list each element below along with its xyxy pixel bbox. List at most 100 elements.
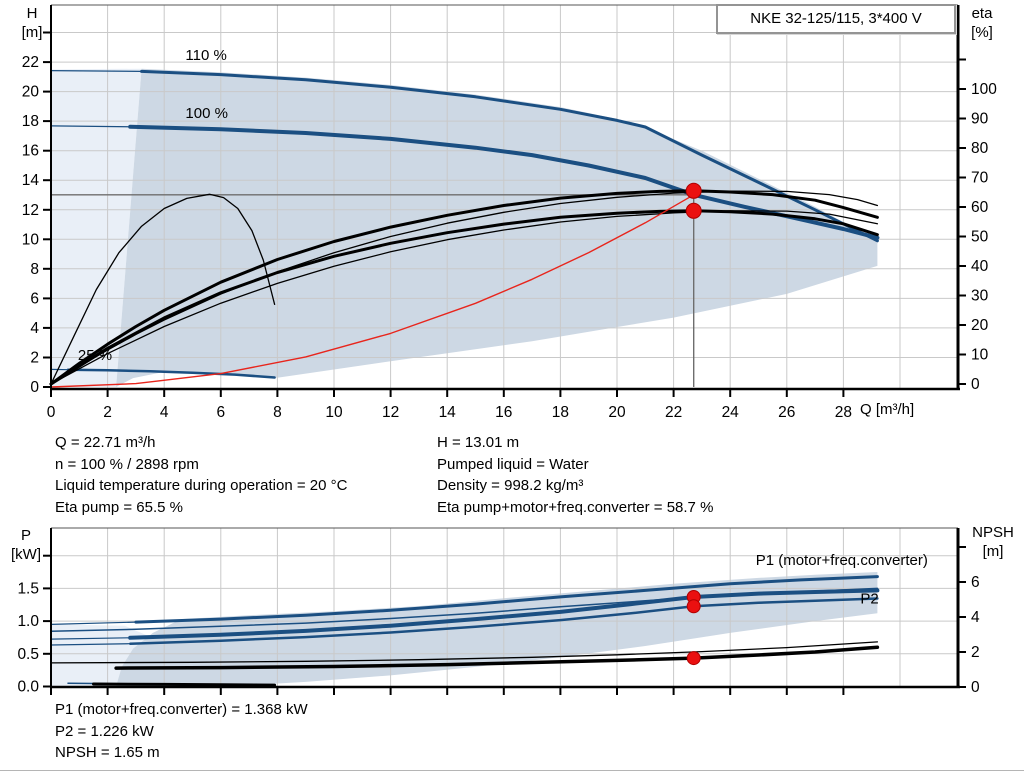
eta-total-110pct	[50, 210, 879, 385]
x-axis-title: Q [m³/h]	[860, 401, 915, 418]
eta-total-100pct	[49, 209, 879, 386]
svg-text:70: 70	[971, 170, 989, 187]
svg-text:0: 0	[971, 376, 980, 393]
svg-text:1.0: 1.0	[17, 613, 39, 630]
p1-110pct	[134, 575, 879, 624]
curve-label: 110 %	[185, 47, 226, 64]
info-eta-pump: Eta pump = 65.5 %	[55, 498, 183, 516]
system-curve-red	[50, 194, 695, 388]
speed-range-low-fill	[51, 68, 142, 387]
h-axis-symbol: H	[26, 5, 38, 22]
duty-info-right: H = 13.01 m Pumped liquid = Water Densit…	[437, 432, 713, 518]
info-p1: P1 (motor+freq.converter) = 1.368 kW	[55, 701, 308, 718]
svg-text:0: 0	[971, 679, 980, 696]
info-liquid-temp: Liquid temperature during operation = 20…	[55, 477, 348, 494]
svg-text:16: 16	[22, 143, 39, 160]
y-left-axis-title: H [m]	[10, 4, 54, 42]
npsh-axis-symbol: NPSH	[972, 524, 1014, 541]
duty-point-marker	[685, 202, 702, 219]
npsh-axis-title: NPSH [m]	[966, 523, 1020, 561]
info-npsh: NPSH = 1.65 m	[55, 744, 160, 761]
svg-text:40: 40	[971, 258, 989, 275]
p-axis-title: P [kW]	[4, 526, 48, 564]
curve-label: P2	[860, 591, 878, 608]
svg-text:14: 14	[22, 172, 40, 189]
info-q: Q = 22.71 m³/h	[55, 434, 156, 451]
svg-text:22: 22	[665, 404, 682, 421]
svg-text:0.0: 0.0	[17, 679, 39, 696]
svg-text:10: 10	[971, 347, 989, 364]
npsh-100pct	[114, 645, 880, 670]
svg-text:2: 2	[103, 404, 112, 421]
svg-text:0: 0	[47, 404, 56, 421]
operating-envelope-fill	[116, 68, 878, 387]
p2-100pct	[128, 597, 879, 645]
svg-text:100: 100	[971, 81, 997, 98]
power-info-block: P1 (motor+freq.converter) = 1.368 kW P2 …	[55, 699, 308, 764]
svg-text:20: 20	[971, 317, 989, 334]
svg-text:22: 22	[22, 54, 39, 71]
svg-text:12: 12	[22, 202, 39, 219]
pump-title: NKE 32-125/115, 3*400 V	[750, 10, 922, 27]
svg-text:8: 8	[30, 261, 39, 278]
duty-point-marker	[685, 182, 702, 199]
npsh-axis-unit: [m]	[982, 543, 1004, 560]
svg-text:1.5: 1.5	[17, 580, 39, 597]
duty-info-left: Q = 22.71 m³/h n = 100 % / 2898 rpm Liqu…	[55, 432, 347, 518]
p-axis-symbol: P	[20, 527, 31, 544]
y-right-axis-title: eta [%]	[964, 4, 1000, 42]
svg-text:18: 18	[22, 113, 39, 130]
svg-text:20: 20	[22, 84, 40, 101]
svg-text:50: 50	[971, 229, 989, 246]
svg-text:12: 12	[382, 404, 399, 421]
p1-100pct	[128, 588, 880, 640]
head-curve-110pct-lead	[50, 70, 143, 72]
svg-text:10: 10	[325, 404, 343, 421]
svg-text:4: 4	[971, 609, 980, 626]
duty-point-marker	[686, 651, 701, 666]
info-speed: n = 100 % / 2898 rpm	[55, 455, 199, 473]
svg-text:6: 6	[30, 290, 39, 307]
p2-100pct-lead	[50, 643, 131, 646]
svg-text:20: 20	[608, 404, 626, 421]
svg-text:60: 60	[971, 199, 989, 216]
svg-text:0.5: 0.5	[17, 646, 39, 663]
pump-curve-chart: 0246810121416182022010203040506070809010…	[22, 4, 997, 421]
svg-text:18: 18	[552, 404, 569, 421]
svg-text:8: 8	[273, 404, 282, 421]
svg-text:10: 10	[22, 231, 40, 248]
info-eta-total: Eta pump+motor+freq.converter = 58.7 %	[437, 498, 714, 516]
p-axis-unit: [kW]	[11, 546, 41, 563]
svg-text:26: 26	[778, 404, 795, 421]
svg-text:0: 0	[30, 379, 39, 396]
pump-title-box: NKE 32-125/115, 3*400 V	[716, 4, 956, 34]
eta-pump-25pct	[50, 193, 276, 385]
info-head: H = 13.01 m	[437, 434, 520, 451]
svg-text:90: 90	[971, 111, 989, 128]
p1-110pct-lead	[50, 621, 137, 625]
svg-text:6: 6	[971, 574, 980, 591]
duty-point-marker	[686, 599, 701, 614]
curve-label: 100 %	[185, 105, 228, 122]
npsh-110pct	[50, 641, 879, 664]
svg-text:30: 30	[971, 288, 989, 305]
info-pumped-liquid: Pumped liquid = Water	[437, 455, 589, 473]
eta-axis-unit: [%]	[971, 24, 993, 41]
head-curve-25pct	[66, 368, 276, 379]
info-density: Density = 998.2 kg/m³	[437, 477, 584, 494]
head-curve-110pct	[140, 69, 879, 243]
svg-text:2: 2	[30, 350, 39, 367]
svg-text:28: 28	[835, 404, 852, 421]
curve-label: 25 %	[78, 347, 112, 364]
svg-text:6: 6	[216, 404, 225, 421]
svg-text:24: 24	[722, 404, 740, 421]
svg-text:4: 4	[160, 404, 169, 421]
p-25pct-black	[92, 682, 277, 687]
head-curve-100pct	[128, 124, 880, 240]
svg-text:16: 16	[495, 404, 512, 421]
eta-pump-100pct	[49, 189, 879, 386]
page-separator	[0, 770, 1024, 771]
eta-axis-symbol: eta	[971, 5, 993, 22]
